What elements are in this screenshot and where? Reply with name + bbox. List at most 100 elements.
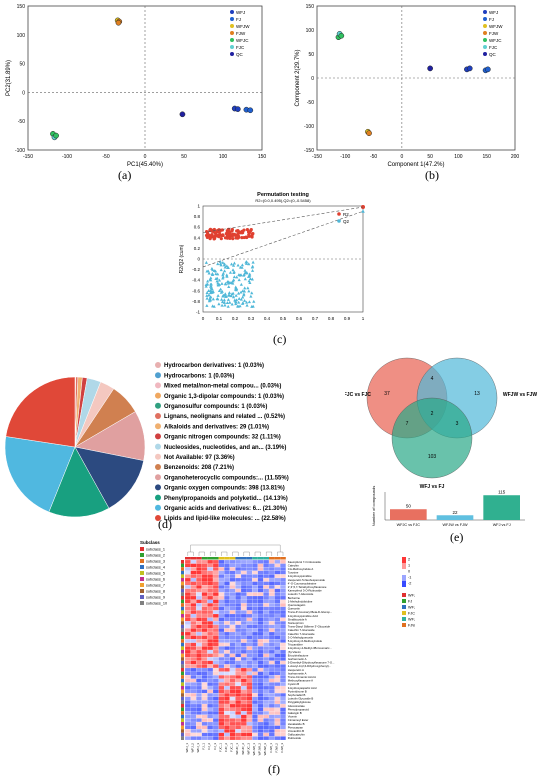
- q2-point: [204, 284, 208, 288]
- heatmap-cell: [224, 693, 230, 697]
- heatmap-cell: [240, 603, 247, 607]
- heatmap-cell: [268, 703, 275, 708]
- heatmap-cell: [246, 711, 253, 715]
- heatmap-cell: [257, 570, 264, 575]
- column-label: FJW_1: [269, 743, 273, 753]
- row-label: Trans-Cinnamic Acid A: [288, 675, 316, 679]
- y-tick-label: 100: [306, 28, 315, 34]
- heatmap-cell: [240, 628, 247, 633]
- subclass-label: subclass_4: [146, 566, 165, 570]
- heatmap-cell: [212, 570, 219, 575]
- scale-label: 1: [408, 564, 410, 568]
- heatmap-cell: [201, 725, 208, 730]
- venn-set-label: WFJW vs FJW: [503, 392, 537, 398]
- heatmap-cell: [240, 639, 247, 643]
- heatmap-cell: [268, 721, 275, 726]
- heatmap-cell: [268, 725, 275, 730]
- data-point: [247, 107, 254, 114]
- heatmap-cell: [207, 685, 214, 690]
- subclass-swatch: [140, 553, 144, 557]
- x-tick-label: -100: [62, 154, 72, 160]
- heatmap-cell: [207, 613, 214, 618]
- heatmap-cell: [224, 577, 230, 582]
- data-point: [366, 130, 372, 137]
- heatmap-cell: [235, 567, 242, 571]
- row-subclass-bar: [181, 718, 184, 722]
- row-subclass-bar: [181, 725, 184, 730]
- q2-point: [220, 297, 224, 301]
- heatmap-cell: [218, 592, 225, 597]
- heatmap-cell: [229, 642, 236, 647]
- permutation-test-plot: Permutation testingR2=(0.0,0.495),Q2=(0,…: [179, 192, 365, 321]
- legend-marker: [155, 474, 161, 481]
- r2-regression-line: [202, 206, 364, 233]
- heatmap-cell: [257, 703, 264, 708]
- column-dendrogram: [187, 551, 194, 556]
- row-subclass-bar: [181, 614, 184, 618]
- heatmap-cell: [240, 657, 247, 661]
- heatmap-cell: [263, 606, 270, 611]
- heatmap-cell: [229, 621, 236, 625]
- legend-marker: [155, 504, 161, 511]
- heatmap-cell: [240, 732, 247, 737]
- legend-marker: [155, 515, 161, 521]
- row-label: Isorhamnetin A: [288, 657, 307, 661]
- heatmap-cell: [235, 599, 242, 604]
- heatmap-cell: [268, 606, 275, 611]
- heatmap-cell: [207, 707, 214, 712]
- heatmap-cell: [229, 700, 236, 705]
- legend-label: FJW: [236, 31, 246, 36]
- heatmap-cell: [184, 671, 191, 676]
- heatmap-cell: [240, 660, 247, 665]
- legend-label: Alkaloids and derivatives: 29 (1.01%): [164, 424, 269, 430]
- heatmap-cell: [218, 707, 225, 712]
- heatmap-cell: [224, 667, 230, 672]
- heatmap-cell: [235, 613, 242, 618]
- heatmap-cell: [229, 628, 236, 633]
- heatmap-cell: [229, 649, 236, 654]
- heatmap-cell: [257, 585, 264, 589]
- heatmap-cell: [190, 660, 197, 665]
- heatmap-cell: [257, 563, 264, 568]
- heatmap-cell: [274, 610, 281, 615]
- heatmap-cell: [212, 567, 219, 571]
- heatmap-cell: [224, 660, 230, 665]
- q2-point: [209, 282, 213, 286]
- heatmap-cell: [212, 621, 219, 625]
- heatmap-cell: [190, 714, 197, 719]
- group-legend-swatch: [402, 605, 406, 609]
- q2-point: [225, 264, 229, 268]
- heatmap-cell: [263, 689, 270, 694]
- heatmap-cell: [218, 581, 225, 586]
- heatmap-cell: [280, 621, 286, 625]
- r2-point: [228, 236, 232, 240]
- venn-count: 13: [474, 391, 480, 397]
- heatmap-cell: [224, 718, 230, 723]
- heatmap-cell: [280, 649, 286, 654]
- heatmap-cell: [257, 682, 264, 687]
- heatmap-cell: [218, 577, 225, 582]
- heatmap-cell: [184, 567, 191, 571]
- group-bar: [218, 557, 225, 560]
- q2-point: [250, 291, 254, 295]
- group-bar: [201, 557, 208, 560]
- heatmap-cell: [252, 678, 258, 683]
- heatmap-cell: [252, 639, 258, 643]
- legend-marker: [230, 17, 234, 21]
- heatmap-cell: [268, 696, 275, 701]
- q2-point: [227, 285, 231, 289]
- row-subclass-bar: [181, 610, 184, 614]
- row-subclass-bar: [181, 606, 184, 611]
- heatmap-cell: [235, 685, 242, 690]
- heatmap-cell: [274, 671, 281, 676]
- y-tick-label: 150: [17, 4, 26, 10]
- heatmap-cell: [246, 689, 253, 694]
- q2-point: [213, 269, 218, 273]
- heatmap-cell: [218, 585, 225, 589]
- heatmap-cell: [257, 631, 264, 636]
- heatmap-cell: [184, 693, 191, 697]
- heatmap-cell: [257, 577, 264, 582]
- heatmap-cell: [263, 631, 270, 636]
- q2-point: [224, 294, 228, 298]
- heatmap-cell: [201, 639, 208, 643]
